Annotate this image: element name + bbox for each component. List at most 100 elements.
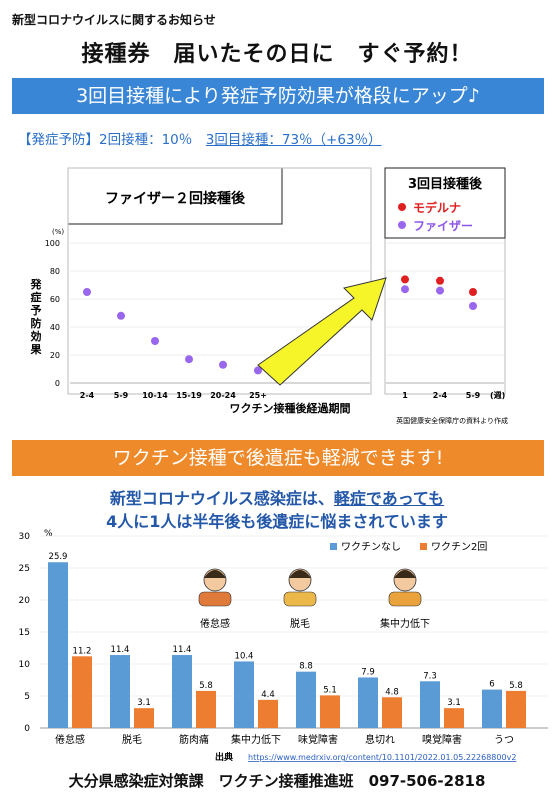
illustration-1: 倦怠感 bbox=[198, 568, 232, 630]
right-panel-title: 3回目接種後 bbox=[408, 176, 483, 192]
x-tick-label: 10-14 bbox=[142, 391, 168, 400]
x-tick-label: 15-19 bbox=[176, 391, 202, 400]
x-unit: (週) bbox=[490, 391, 505, 400]
bar-value-label: 7.9 bbox=[361, 667, 375, 677]
bar-no-vaccine bbox=[172, 655, 192, 728]
x-tick-label: 20-24 bbox=[210, 391, 236, 400]
y-label-char: 効 bbox=[31, 329, 42, 343]
bar-two-doses bbox=[382, 697, 402, 728]
y-label-char: 発 bbox=[30, 277, 43, 291]
legend-swatch bbox=[330, 543, 337, 550]
y-tick-label: 5 bbox=[24, 692, 30, 702]
bar-value-label: 7.3 bbox=[423, 671, 437, 681]
bar-value-label: 25.9 bbox=[49, 552, 68, 562]
bar-value-label: 11.4 bbox=[173, 645, 192, 655]
bar-no-vaccine bbox=[420, 681, 440, 728]
efficacy-summary: 【発症予防】2回接種：10％ 3回目接種：73％（+63％） bbox=[18, 128, 382, 148]
pfizer-point bbox=[254, 366, 262, 375]
y-tick-label: 60 bbox=[50, 295, 60, 304]
pfizer-booster-point bbox=[469, 302, 477, 310]
bar-two-doses bbox=[258, 699, 278, 728]
bar-two-doses bbox=[72, 656, 92, 728]
bar-no-vaccine bbox=[358, 677, 378, 728]
y-tick-label: 20 bbox=[50, 351, 60, 360]
bar-no-vaccine bbox=[482, 689, 502, 728]
bar-two-doses bbox=[320, 695, 340, 728]
x-tick-label: うつ bbox=[494, 734, 514, 746]
contact-footer: 大分県感染症対策課 ワクチン接種推進班 097-506-2818 bbox=[68, 772, 486, 790]
y-label-char: 症 bbox=[31, 290, 42, 304]
y-tick-label: 80 bbox=[50, 267, 60, 276]
bar-value-label: 6 bbox=[489, 680, 494, 690]
left-title-box bbox=[67, 167, 283, 225]
y-tick-label: 25 bbox=[19, 564, 30, 574]
longcovid-line1-a: 新型コロナウイルス感染症は、 bbox=[109, 489, 334, 508]
bar-value-label: 5.1 bbox=[323, 685, 337, 695]
source-label: 出典 bbox=[215, 751, 233, 763]
figure-body-icon bbox=[388, 591, 422, 607]
longcovid-bar-chart: % 0 5 10 15 20 25 30 25.9 11.2 倦怠感 11.4 3.1 脱毛 11.4 5.8… bbox=[19, 529, 548, 763]
left-panel-frame bbox=[67, 167, 372, 395]
left-panel-title: ファイザー２回接種後 bbox=[105, 190, 246, 207]
y-label-char: 防 bbox=[31, 316, 42, 330]
bar-no-vaccine bbox=[234, 661, 254, 728]
effect-banner: 3回目接種により発症予防効果が格段にアップ♪ bbox=[12, 78, 544, 114]
y-tick-label: 0 bbox=[24, 724, 30, 734]
y-tick-label: 20 bbox=[19, 596, 31, 606]
y-tick-label: 30 bbox=[19, 532, 31, 542]
legend-dot bbox=[398, 221, 406, 229]
illustration-label: 脱毛 bbox=[290, 617, 310, 630]
x-tick-label: 筋肉痛 bbox=[179, 733, 209, 746]
bar-value-label: 8.8 bbox=[299, 662, 313, 672]
longcovid-line2: 4人に1人は半年後も後遺症に悩まされています bbox=[106, 512, 448, 531]
x-tick-label: 2-4 bbox=[80, 391, 95, 400]
x-tick-label: 倦怠感 bbox=[55, 733, 85, 746]
y-label-char: 果 bbox=[30, 343, 42, 356]
figure-hair-icon bbox=[204, 570, 226, 578]
x-tick-label: 5-9 bbox=[114, 391, 129, 400]
bar-two-doses bbox=[506, 690, 526, 728]
bar-value-label: 4.4 bbox=[261, 690, 275, 700]
figure-hair-icon bbox=[289, 570, 311, 578]
headline: 接種券 届いたその日に すぐ予約！ bbox=[81, 42, 473, 67]
bar-value-label: 3.1 bbox=[447, 698, 461, 708]
moderna-point bbox=[401, 275, 409, 284]
x-tick-label: 息切れ bbox=[365, 733, 395, 746]
bar-two-doses bbox=[444, 708, 464, 728]
x-tick-label: 2-4 bbox=[433, 391, 448, 400]
x-tick-label: 集中力低下 bbox=[231, 733, 281, 746]
longcovid-line1: 新型コロナウイルス感染症は、軽症であっても bbox=[0, 485, 554, 509]
bar-two-doses bbox=[134, 708, 154, 728]
pfizer-point bbox=[219, 360, 227, 369]
bar-value-label: 3.1 bbox=[137, 698, 151, 708]
legend-label: ワクチン2回 bbox=[431, 541, 487, 553]
bar-two-doses bbox=[196, 690, 216, 728]
pfizer-point bbox=[151, 337, 159, 345]
legend-dot bbox=[398, 203, 406, 211]
illustration-3: 集中力低下 bbox=[380, 568, 430, 630]
longcovid-banner: ワクチン接種で後遺症も軽減できます! bbox=[12, 440, 544, 476]
bar-no-vaccine bbox=[296, 671, 316, 728]
longcovid-line1-b: 軽症であっても bbox=[333, 489, 445, 508]
source-link[interactable]: https://www.medrxiv.org/content/10.1101/… bbox=[248, 753, 516, 762]
pfizer-point bbox=[185, 355, 193, 364]
y-unit: (%) bbox=[52, 228, 64, 236]
x-tick-label: 脱毛 bbox=[122, 733, 142, 746]
moderna-point bbox=[469, 288, 477, 296]
x-axis-label: ワクチン接種後経過期間 bbox=[230, 401, 351, 415]
pfizer-point bbox=[83, 288, 91, 296]
x-tick-label: 5-9 bbox=[466, 391, 481, 400]
y-tick-label: 100 bbox=[45, 239, 60, 248]
bar-value-label: 5.8 bbox=[509, 681, 523, 691]
bar-value-label: 11.4 bbox=[111, 645, 130, 655]
bar-value-label: 10.4 bbox=[235, 651, 254, 661]
y-tick-label: 40 bbox=[50, 323, 60, 332]
illustration-label: 倦怠感 bbox=[200, 617, 230, 630]
illustration-2: 脱毛 bbox=[283, 568, 317, 630]
increase-arrow bbox=[257, 277, 387, 386]
figure-hair-icon bbox=[394, 570, 416, 578]
bar-no-vaccine bbox=[110, 655, 130, 728]
bar-value-label: 4.8 bbox=[385, 687, 399, 697]
legend-label: モデルナ bbox=[413, 200, 461, 215]
figure-body-icon bbox=[198, 591, 232, 607]
